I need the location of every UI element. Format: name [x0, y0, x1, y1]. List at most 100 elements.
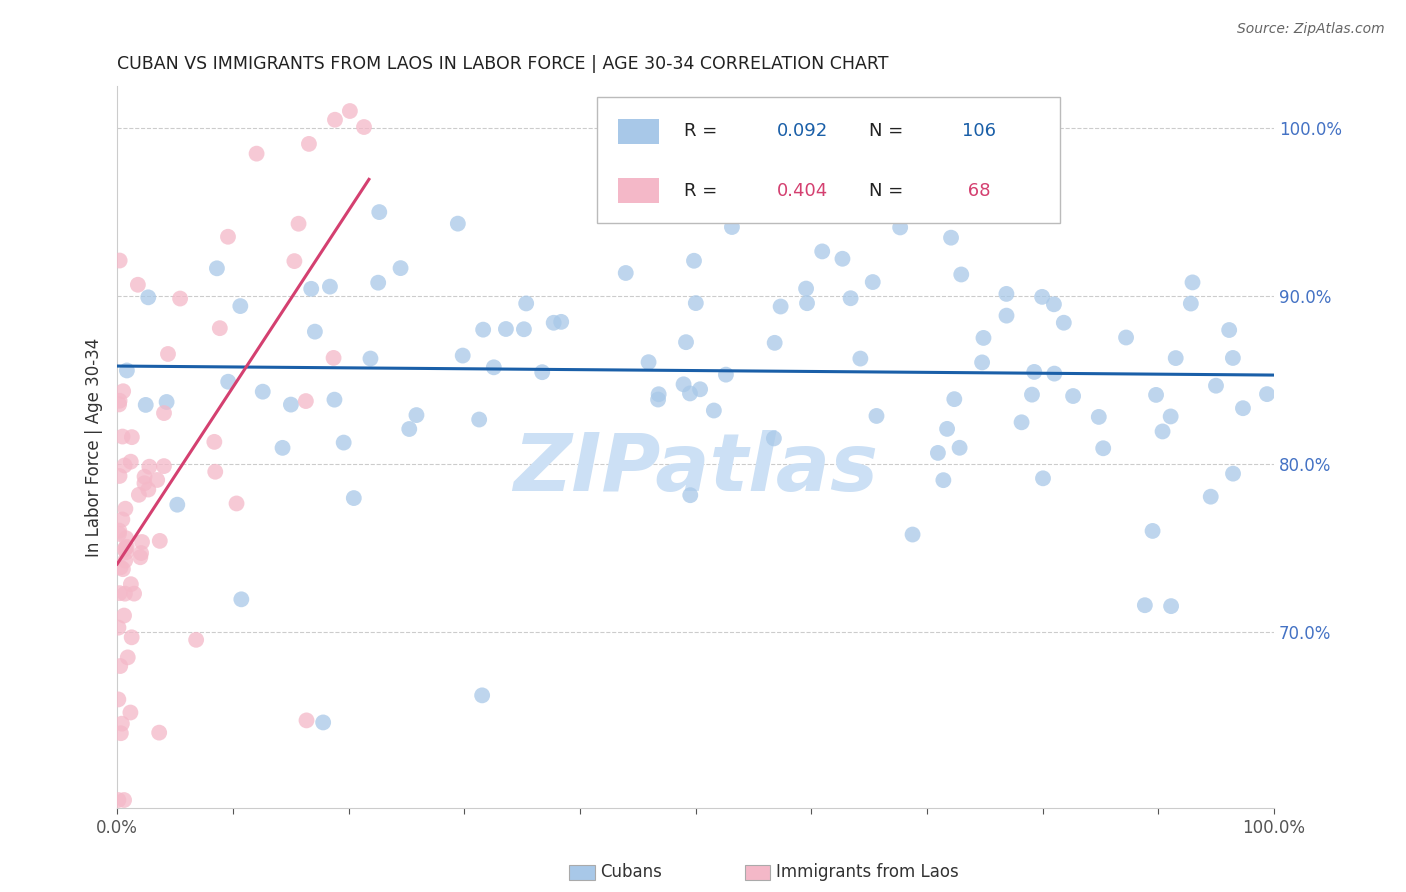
Point: [343, 491, 366, 505]
Point: [283, 254, 305, 268]
Point: [796, 296, 818, 310]
Point: [252, 384, 274, 399]
Point: [1218, 323, 1240, 337]
Point: [1088, 409, 1111, 424]
Point: [114, 458, 136, 473]
Text: R =: R =: [683, 122, 723, 140]
Point: [121, 430, 143, 444]
Point: [839, 291, 862, 305]
Point: [1164, 351, 1187, 365]
Point: [1199, 490, 1222, 504]
Text: R =: R =: [683, 182, 723, 200]
Point: [323, 112, 346, 127]
Point: [114, 587, 136, 601]
Point: [862, 275, 884, 289]
Point: [299, 282, 322, 296]
Text: 0.404: 0.404: [776, 182, 828, 200]
Point: [1092, 442, 1115, 456]
Point: [110, 560, 132, 574]
Point: [107, 692, 129, 706]
Point: [225, 496, 247, 510]
Point: [679, 386, 702, 401]
Point: [950, 268, 973, 282]
Text: Cubans: Cubans: [600, 863, 662, 881]
Point: [114, 542, 136, 557]
Point: [614, 266, 637, 280]
Point: [121, 630, 143, 644]
Point: [108, 469, 131, 483]
Point: [128, 488, 150, 502]
Point: [1142, 524, 1164, 538]
Point: [689, 382, 711, 396]
Point: [679, 488, 702, 502]
Point: [762, 431, 785, 445]
Point: [134, 469, 156, 483]
Point: [135, 398, 157, 412]
Point: [811, 244, 834, 259]
Point: [995, 309, 1018, 323]
Point: [217, 229, 239, 244]
Point: [1181, 276, 1204, 290]
Point: [111, 562, 134, 576]
FancyBboxPatch shape: [619, 119, 658, 144]
Point: [115, 531, 138, 545]
Point: [901, 527, 924, 541]
Point: [156, 347, 179, 361]
Text: N =: N =: [869, 122, 910, 140]
Point: [1180, 296, 1202, 310]
Point: [721, 220, 744, 235]
Point: [367, 276, 389, 290]
Point: [138, 459, 160, 474]
Point: [107, 793, 129, 807]
Point: [447, 217, 470, 231]
Point: [1160, 599, 1182, 614]
Point: [114, 501, 136, 516]
Point: [927, 446, 949, 460]
Point: [205, 261, 228, 276]
Point: [202, 434, 225, 449]
Point: [1133, 598, 1156, 612]
Point: [1222, 467, 1244, 481]
Point: [714, 368, 737, 382]
Point: [112, 384, 135, 399]
Point: [149, 533, 172, 548]
Point: [1256, 387, 1278, 401]
Point: [1043, 367, 1066, 381]
Point: [1024, 365, 1046, 379]
Point: [131, 535, 153, 549]
Text: 68: 68: [962, 182, 990, 200]
Point: [513, 322, 536, 336]
Point: [229, 299, 252, 313]
Point: [129, 546, 152, 560]
Point: [672, 377, 695, 392]
Point: [108, 526, 131, 541]
Point: [482, 360, 505, 375]
Point: [543, 316, 565, 330]
Point: [995, 286, 1018, 301]
Point: [322, 351, 344, 365]
Point: [184, 632, 207, 647]
Point: [972, 355, 994, 369]
Point: [1205, 378, 1227, 392]
Point: [111, 429, 134, 443]
Point: [108, 253, 131, 268]
Text: 106: 106: [962, 122, 995, 140]
Point: [550, 315, 572, 329]
Point: [398, 422, 420, 436]
Point: [134, 476, 156, 491]
Text: ZIPatlas: ZIPatlas: [513, 430, 879, 508]
Point: [1021, 387, 1043, 401]
Point: [703, 403, 725, 417]
Y-axis label: In Labor Force | Age 30-34: In Labor Force | Age 30-34: [86, 337, 103, 557]
Point: [122, 586, 145, 600]
Point: [204, 465, 226, 479]
Point: [148, 725, 170, 739]
Point: [110, 659, 132, 673]
Point: [683, 253, 706, 268]
Point: [112, 793, 135, 807]
Point: [495, 322, 517, 336]
Point: [231, 592, 253, 607]
Point: [1032, 471, 1054, 485]
Point: [1031, 290, 1053, 304]
Point: [120, 577, 142, 591]
